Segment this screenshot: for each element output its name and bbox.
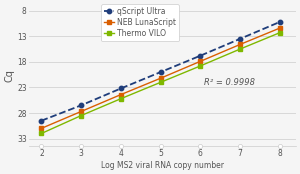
Line: Thermo VILO: Thermo VILO bbox=[39, 30, 282, 136]
qScript Ultra bbox=[80, 104, 83, 106]
NEB LunaScript bbox=[40, 127, 43, 129]
Line: NEB LunaScript: NEB LunaScript bbox=[39, 26, 282, 130]
qScript Ultra bbox=[199, 55, 202, 57]
Thermo VILO bbox=[278, 32, 282, 34]
Thermo VILO bbox=[40, 132, 43, 135]
Thermo VILO bbox=[199, 65, 202, 67]
NEB LunaScript bbox=[159, 77, 163, 79]
Y-axis label: Cq: Cq bbox=[4, 69, 14, 82]
Line: qScript Ultra: qScript Ultra bbox=[39, 20, 282, 123]
qScript Ultra bbox=[238, 38, 242, 40]
Thermo VILO bbox=[119, 98, 123, 100]
Legend: qScript Ultra, NEB LunaScript, Thermo VILO: qScript Ultra, NEB LunaScript, Thermo VI… bbox=[101, 4, 179, 41]
qScript Ultra bbox=[159, 71, 163, 73]
Thermo VILO bbox=[159, 81, 163, 83]
Thermo VILO bbox=[80, 114, 83, 117]
qScript Ultra bbox=[119, 87, 123, 89]
X-axis label: Log MS2 viral RNA copy number: Log MS2 viral RNA copy number bbox=[101, 161, 224, 170]
NEB LunaScript bbox=[80, 110, 83, 113]
NEB LunaScript bbox=[278, 27, 282, 29]
NEB LunaScript bbox=[119, 94, 123, 96]
NEB LunaScript bbox=[199, 60, 202, 62]
qScript Ultra bbox=[40, 120, 43, 122]
Text: R² = 0.9998: R² = 0.9998 bbox=[204, 78, 255, 87]
Thermo VILO bbox=[238, 48, 242, 50]
qScript Ultra bbox=[278, 21, 282, 23]
NEB LunaScript bbox=[238, 43, 242, 45]
